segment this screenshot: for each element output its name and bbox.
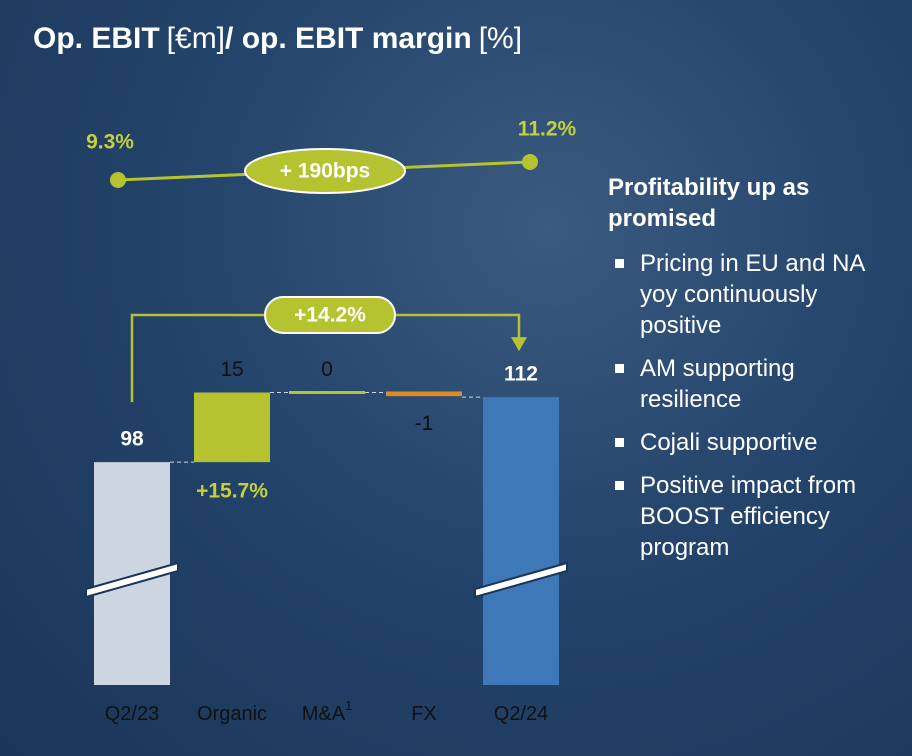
value-label: -1 xyxy=(415,412,434,435)
category-name: Organic xyxy=(197,703,267,725)
bullet: Pricing in EU and NA yoy continuously po… xyxy=(608,248,898,341)
bullet-list: Pricing in EU and NA yoy continuously po… xyxy=(608,248,898,563)
margin-point xyxy=(522,154,538,170)
category-name: M&A xyxy=(302,703,346,725)
bar xyxy=(386,392,462,397)
x-tick-label: M&A1 xyxy=(302,698,353,725)
bullet: AM supporting resilience xyxy=(608,353,898,415)
value-label: 98 xyxy=(120,428,144,451)
x-tick-label: Organic xyxy=(197,703,267,725)
x-tick-label: Q2/23 xyxy=(105,703,159,725)
category-name: Q2/23 xyxy=(105,703,159,725)
value-label: 0 xyxy=(321,358,333,381)
margin-label: 11.2% xyxy=(518,117,577,140)
total-growth-label: +14.2% xyxy=(294,304,366,327)
sidebar-heading: Profitability up as promised xyxy=(608,172,898,234)
slide: Op. EBIT[€m]/ op. EBIT margin[%] 98Q2/23… xyxy=(0,0,912,756)
value-label: 15 xyxy=(220,358,243,381)
bar xyxy=(289,391,365,394)
bullet: Positive impact from BOOST efficiency pr… xyxy=(608,470,898,563)
category-name: FX xyxy=(411,703,437,725)
margin-point xyxy=(110,172,126,188)
margin-label: 9.3% xyxy=(86,131,134,154)
sidebar: Profitability up as promised Pricing in … xyxy=(608,172,898,575)
x-tick-label: Q2/24 xyxy=(494,703,548,725)
category-note: 1 xyxy=(345,698,352,713)
value-label: 112 xyxy=(504,363,538,386)
x-tick-label: FX xyxy=(411,703,437,725)
bar xyxy=(194,393,270,463)
bar xyxy=(483,397,559,685)
bullet: Cojali supportive xyxy=(608,427,898,458)
category-name: Q2/24 xyxy=(494,703,548,725)
organic-growth-label: +15.7% xyxy=(196,480,268,503)
margin-change-label: + 190bps xyxy=(280,160,370,183)
growth-arrow xyxy=(511,337,527,351)
